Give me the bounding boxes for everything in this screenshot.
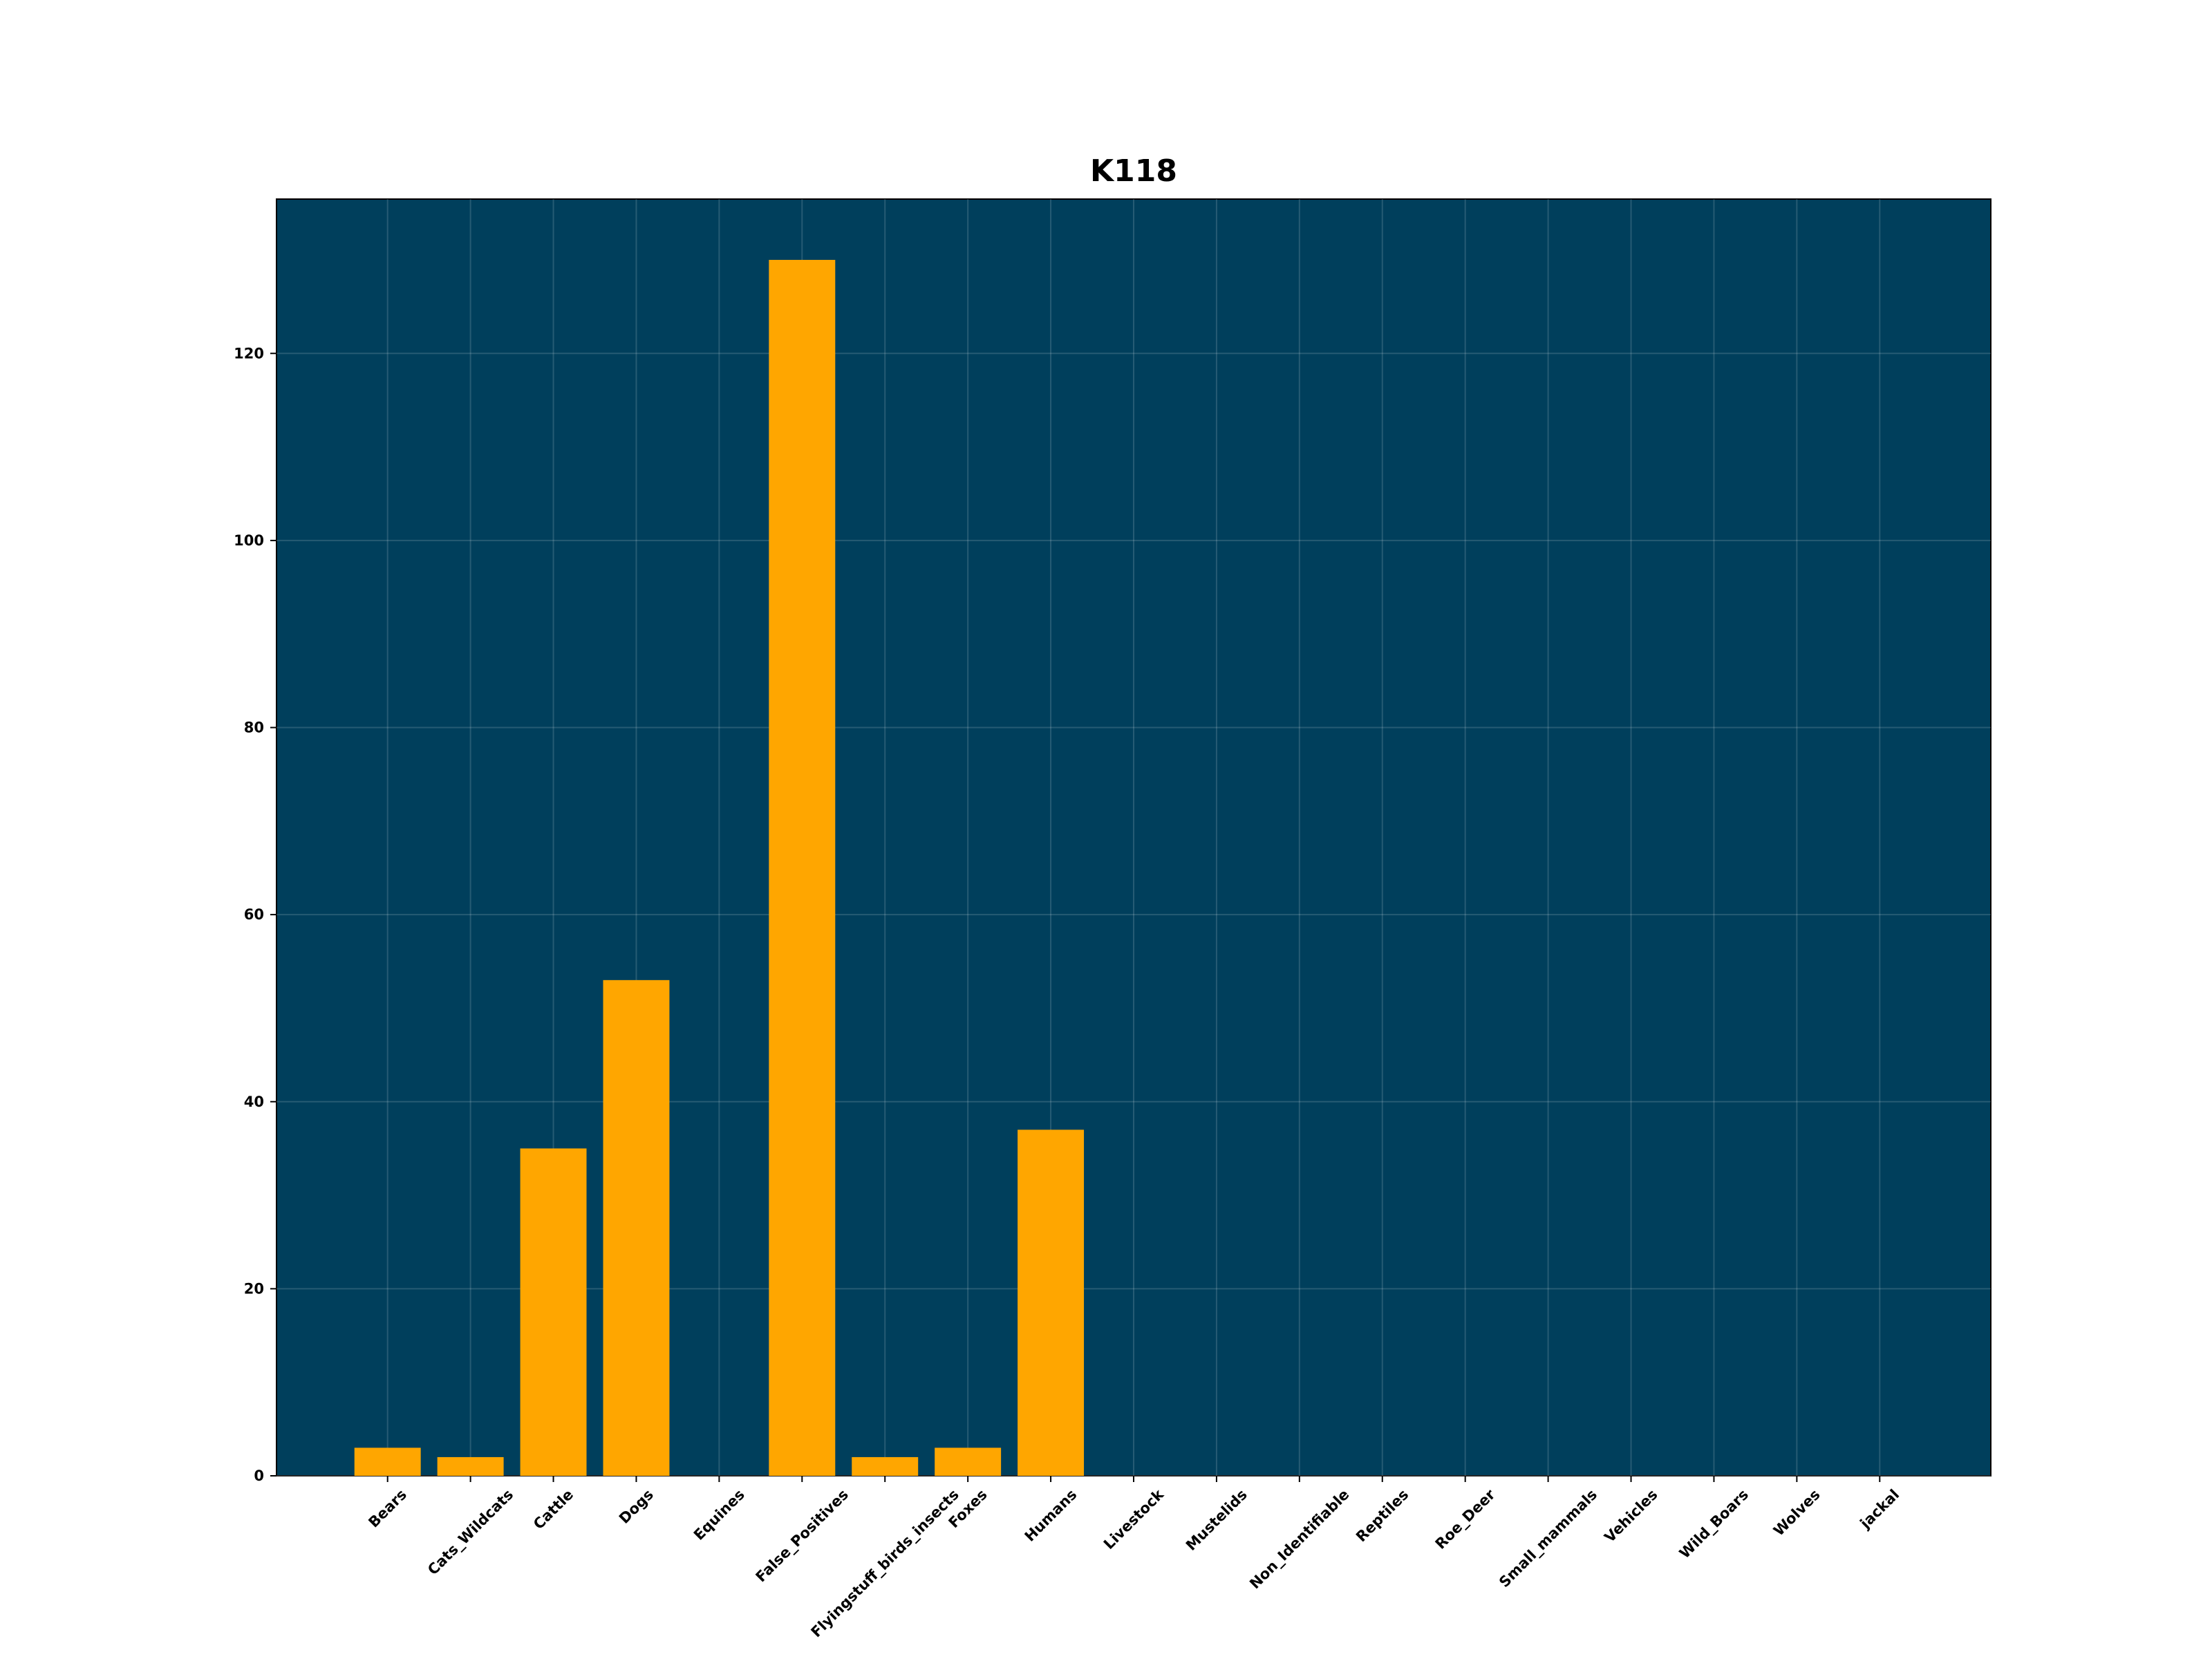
x-tick-label: Vehicles [1601, 1486, 1660, 1546]
bar [603, 980, 670, 1476]
x-tick-label: Mustelids [1183, 1486, 1250, 1554]
x-tick-label: Non_Identifiable [1246, 1486, 1352, 1592]
x-tick-label: Roe_Deer [1432, 1485, 1499, 1552]
bar [520, 1148, 587, 1476]
x-tick-label: Cattle [530, 1486, 577, 1533]
x-tick-label: Cats_Wildcats [424, 1486, 516, 1578]
x-tick-label: Small_mammals [1496, 1486, 1600, 1591]
y-tick-label: 80 [244, 720, 264, 736]
y-tick-label: 40 [244, 1094, 264, 1110]
y-tick-label: 60 [244, 906, 264, 923]
x-tick-label: Wolves [1770, 1486, 1824, 1539]
bar [437, 1456, 504, 1476]
bar [1018, 1130, 1085, 1476]
y-tick-label: 120 [234, 345, 264, 362]
x-tick-label: jackal [1857, 1486, 1903, 1533]
y-tick-label: 0 [254, 1468, 264, 1484]
y-tick-label: 20 [244, 1280, 264, 1297]
bar [935, 1447, 1002, 1476]
bar [354, 1447, 421, 1476]
chart-title: K118 [1090, 153, 1177, 189]
x-tick-label: Equines [691, 1486, 748, 1544]
x-tick-label: Humans [1022, 1486, 1080, 1545]
x-tick-label: Dogs [616, 1486, 657, 1527]
y-tick-label: 100 [234, 532, 264, 549]
bar [852, 1456, 919, 1476]
x-tick-label: Reptiles [1353, 1486, 1412, 1545]
x-tick-label: Livestock [1100, 1485, 1168, 1553]
x-tick-label: False_Positives [753, 1486, 852, 1585]
bar [769, 259, 836, 1476]
x-tick-label: Bears [365, 1486, 410, 1531]
x-tick-label: Wild_Boars [1676, 1486, 1752, 1562]
